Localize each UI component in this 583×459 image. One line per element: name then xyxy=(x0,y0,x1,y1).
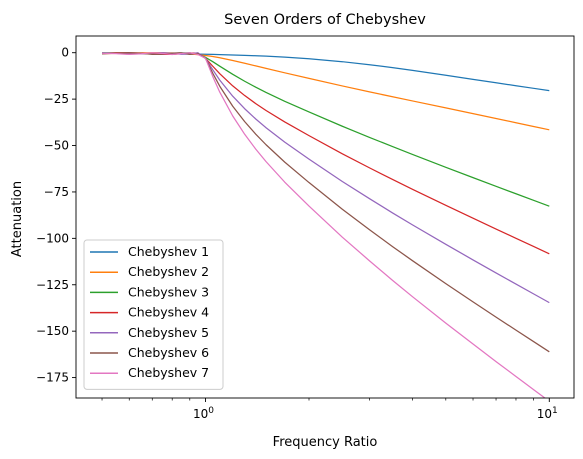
legend-box xyxy=(83,239,224,390)
y-tick-label: −175 xyxy=(36,371,69,385)
plot-frame xyxy=(75,35,575,399)
y-tick-label: −50 xyxy=(44,139,69,153)
y-tick-label: −150 xyxy=(36,324,69,338)
x-tick-label: 100 xyxy=(193,406,214,421)
legend-label-6: Chebyshev 6 xyxy=(128,345,209,360)
legend-label-4: Chebyshev 4 xyxy=(128,305,209,320)
x-tick-label: 101 xyxy=(537,406,558,421)
series-line-6 xyxy=(101,52,550,353)
legend-label-7: Chebyshev 7 xyxy=(128,365,209,380)
y-tick-label: 0 xyxy=(61,46,69,60)
y-tick-label: −125 xyxy=(36,278,69,292)
series-line-7 xyxy=(102,52,546,398)
legend-label-1: Chebyshev 1 xyxy=(128,244,209,259)
y-tick-label: −25 xyxy=(44,92,69,106)
chart-title: Seven Orders of Chebyshev xyxy=(224,12,426,28)
legend-label-3: Chebyshev 3 xyxy=(128,284,209,299)
y-tick-label: −75 xyxy=(44,185,69,199)
plot-area: 0 −25 −50 −75 −100 −125 −150 −175 100 101 Chebyshe… xyxy=(36,35,575,421)
legend-label-5: Chebyshev 5 xyxy=(128,325,209,340)
y-axis-label: Attenuation xyxy=(10,181,25,257)
y-tick-label: −100 xyxy=(36,231,69,245)
legend-label-2: Chebyshev 2 xyxy=(128,264,209,279)
x-axis-label: Frequency Ratio xyxy=(273,435,378,450)
